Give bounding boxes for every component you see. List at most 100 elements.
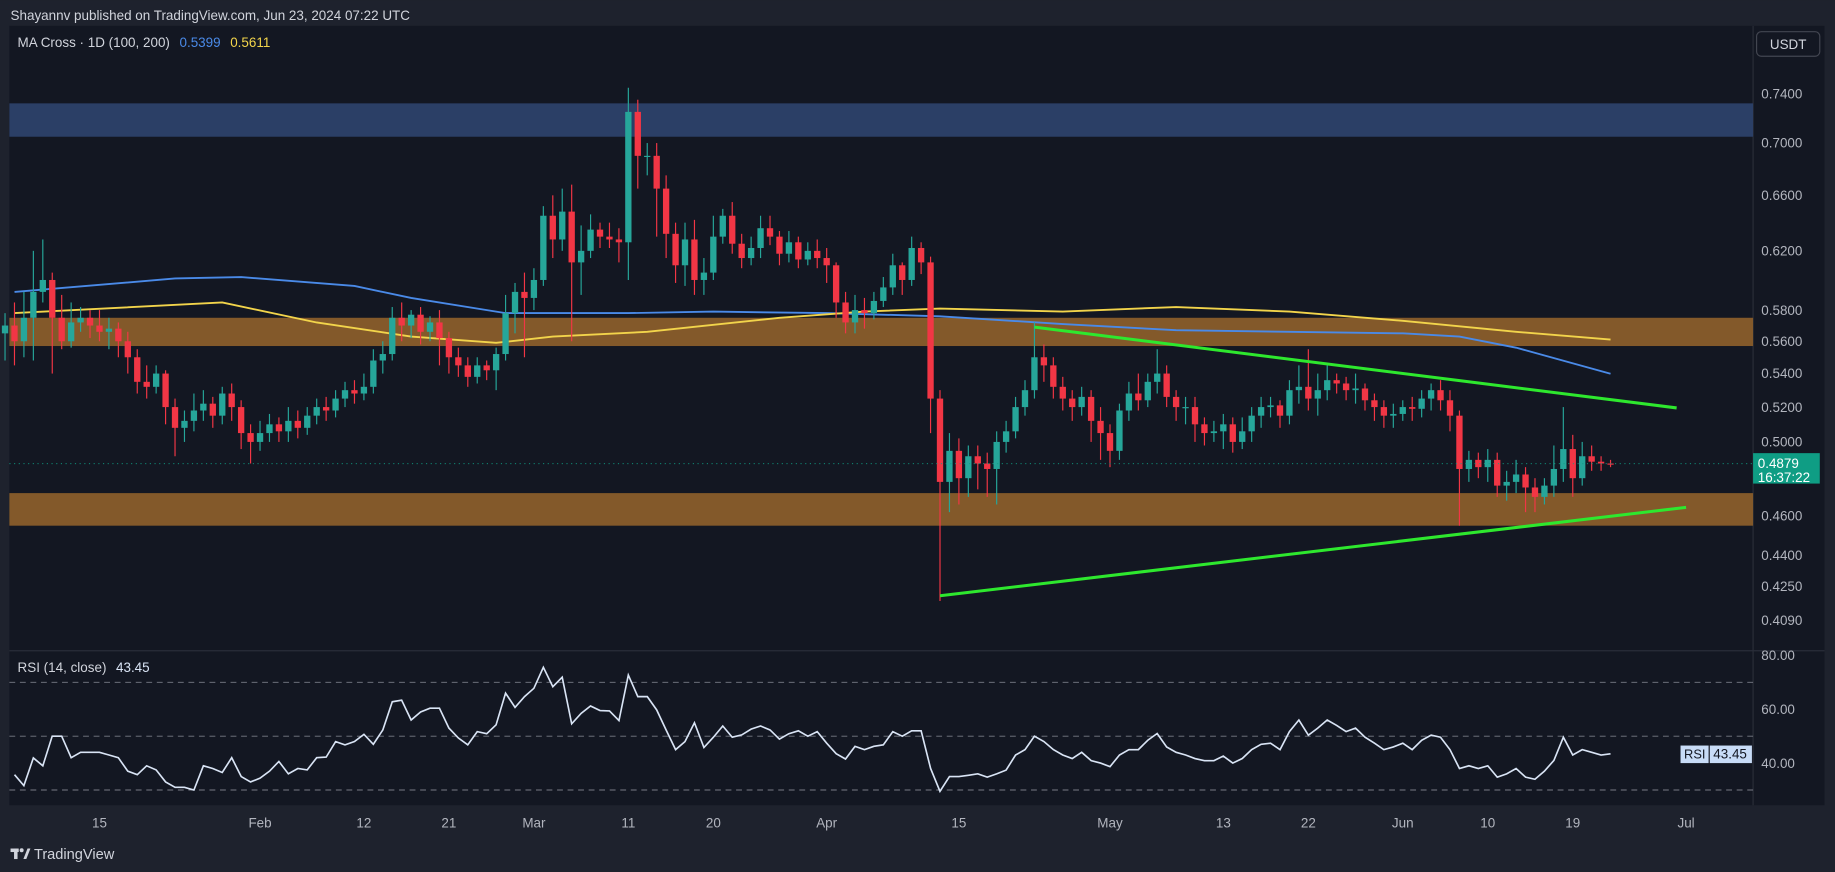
candle-body xyxy=(681,239,689,266)
candle xyxy=(1239,417,1246,450)
candle xyxy=(747,236,755,266)
candle-body xyxy=(1267,405,1274,408)
candle xyxy=(492,347,500,391)
candle xyxy=(1361,383,1369,411)
time-tick-label: 21 xyxy=(441,815,456,830)
candle xyxy=(1418,390,1425,418)
candle xyxy=(653,143,660,237)
rsi-legend[interactable]: RSI (14, close) 43.45 xyxy=(18,660,150,675)
candle-body xyxy=(407,314,415,326)
candle xyxy=(1229,417,1236,453)
candle xyxy=(436,310,443,366)
tradingview-logo[interactable]: TradingView xyxy=(10,847,115,863)
time-tick-label: 13 xyxy=(1216,815,1231,830)
candle xyxy=(1172,390,1180,421)
candle-body xyxy=(870,300,878,314)
candle-body xyxy=(464,365,471,377)
candle-body xyxy=(965,456,972,479)
candle-body xyxy=(729,215,736,244)
price-tick-label: 0.6600 xyxy=(1761,188,1802,203)
candle-body xyxy=(1437,390,1444,401)
time-tick-label: 11 xyxy=(621,815,635,830)
candle-body xyxy=(313,407,320,416)
rsi-axis[interactable]: 80.00 60.00 40.00 xyxy=(1761,648,1795,771)
candle xyxy=(889,253,896,295)
candle-body xyxy=(1588,456,1595,462)
candle-body xyxy=(1154,373,1161,382)
candle-body xyxy=(1531,487,1539,497)
candle-body xyxy=(285,420,292,432)
candle-body xyxy=(332,398,339,411)
ma-fast-value: 0.5399 xyxy=(179,35,220,50)
candle xyxy=(823,247,830,283)
candle-body xyxy=(1324,380,1331,391)
candle xyxy=(738,233,745,269)
candle-body xyxy=(851,310,859,323)
candle-body xyxy=(247,433,254,442)
candle-body xyxy=(379,354,386,361)
candle xyxy=(1588,445,1595,471)
candle xyxy=(1002,420,1010,453)
candle-body xyxy=(1484,459,1491,468)
candle-body xyxy=(1314,390,1321,399)
candle xyxy=(105,317,113,350)
tradingview-logo-text: TradingView xyxy=(34,847,115,863)
candle xyxy=(596,222,604,248)
candle xyxy=(832,262,840,318)
candle xyxy=(1125,381,1133,421)
candle xyxy=(379,341,386,374)
candle-body xyxy=(559,211,566,240)
descending-trendline[interactable] xyxy=(1034,325,1677,410)
candle-body xyxy=(842,302,849,323)
candle xyxy=(1390,403,1397,428)
candle-body xyxy=(322,407,330,411)
candle-body xyxy=(77,317,84,323)
candle xyxy=(1220,413,1227,450)
time-tick-label: Feb xyxy=(248,815,271,830)
candle-body xyxy=(1069,398,1076,408)
price-tick-label: 0.5200 xyxy=(1761,400,1802,415)
candle xyxy=(1475,452,1482,479)
candle-body xyxy=(899,265,906,280)
candle xyxy=(1446,390,1454,432)
candle xyxy=(200,390,207,421)
candle-body xyxy=(757,228,764,248)
candle xyxy=(521,272,528,358)
price-axis[interactable]: 0.7400 0.7000 0.6600 0.6200 0.5800 0.5600 0.54… xyxy=(1761,86,1802,628)
candle xyxy=(294,410,301,439)
ma-200-line xyxy=(14,301,1611,344)
ascending-trendline[interactable] xyxy=(939,505,1687,598)
rsi-tick-label: 60.00 xyxy=(1761,702,1795,717)
rsi-line xyxy=(13,665,1611,794)
candle xyxy=(776,231,783,266)
candle xyxy=(398,302,405,342)
candle xyxy=(1201,417,1208,446)
indicator-legend[interactable]: MA Cross · 1D (100, 200) 0.5399 0.5611 xyxy=(18,35,271,50)
candle-body xyxy=(1305,386,1312,399)
rsi-tick-label: 40.00 xyxy=(1761,756,1795,771)
candle xyxy=(511,282,519,334)
candle xyxy=(729,202,736,254)
candle xyxy=(634,99,641,189)
candle-body xyxy=(653,155,660,189)
candle-body xyxy=(115,328,122,342)
time-axis[interactable]: 15 Feb 12 21 Mar 11 20 Apr 15 May 13 22 Jun 10 19 Jul xyxy=(92,815,1695,830)
candle-body xyxy=(502,313,509,355)
candle xyxy=(1333,373,1340,394)
currency-button[interactable]: USDT xyxy=(1756,31,1821,57)
candle-body xyxy=(1220,424,1227,432)
candle xyxy=(124,331,131,374)
candle xyxy=(304,407,311,435)
candle-body xyxy=(1494,459,1501,486)
trendlines-layer[interactable] xyxy=(939,325,1687,598)
candle-body xyxy=(606,236,613,240)
candle-body xyxy=(1503,481,1510,486)
candle xyxy=(568,184,575,342)
moving-averages-layer xyxy=(14,276,1611,375)
candle xyxy=(256,420,264,451)
candle-body xyxy=(1050,365,1057,387)
candle-body xyxy=(1163,373,1170,397)
candle xyxy=(1078,386,1085,416)
candle-body xyxy=(181,420,188,428)
